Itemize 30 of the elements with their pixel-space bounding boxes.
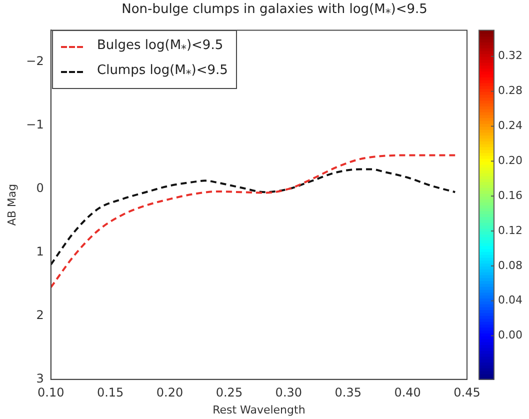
color-bar-label: 0.28 xyxy=(498,84,522,98)
color-bar-label: 0.24 xyxy=(498,119,522,132)
legend-label: Bulges log(M$_{*}$)<9.5 xyxy=(97,37,224,58)
x-tick-label: 0.35 xyxy=(334,386,362,400)
y-tick-label: 3 xyxy=(36,372,44,386)
color-bar-label: 0.20 xyxy=(498,154,522,168)
color-bar-label: 0.00 xyxy=(498,328,522,342)
line-series xyxy=(50,168,456,266)
y-tick-label: 0 xyxy=(36,181,44,196)
x-tick-label: 0.30 xyxy=(275,386,302,400)
color-bar-label: 0.16 xyxy=(498,188,522,202)
chart-title: Non-bulge clumps in galaxies with log(M$_{*}$)<9.5 xyxy=(120,1,428,20)
x-axis-title: Rest Wavelength xyxy=(212,403,306,416)
x-tick-label: 0.20 xyxy=(156,386,184,400)
x-tick-label: 0.10 xyxy=(38,386,64,400)
color-bar-label: 0.08 xyxy=(498,258,522,272)
legend-label: Clumps log(M$_{*}$)<9.5 xyxy=(97,62,228,82)
x-tick-label: 0.15 xyxy=(96,386,124,400)
y-axis-title: AB Mag xyxy=(5,184,18,226)
x-tick-label: 0.40 xyxy=(394,386,421,400)
color-bar-label: 0.12 xyxy=(498,224,522,237)
x-tick-label: 0.25 xyxy=(216,386,243,400)
x-tick-label: 0.45 xyxy=(454,386,480,400)
y-tick-label: −2 xyxy=(26,54,44,68)
color-bar-label: 0.32 xyxy=(498,49,522,62)
y-tick-label: 1 xyxy=(36,244,44,259)
y-tick-label: −1 xyxy=(26,118,44,132)
line-series xyxy=(50,154,456,288)
y-tick-label: 2 xyxy=(36,308,44,322)
color-bar-label: 0.04 xyxy=(498,294,522,307)
